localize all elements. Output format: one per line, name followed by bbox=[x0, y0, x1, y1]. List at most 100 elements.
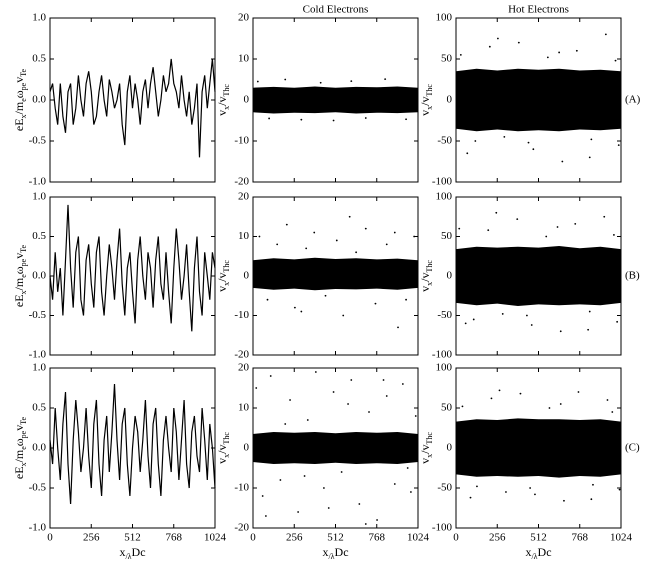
y-tick-label: 0 bbox=[447, 442, 453, 454]
y-tick-label: 50 bbox=[441, 230, 453, 242]
y-tick-label: 100 bbox=[436, 362, 453, 374]
particle bbox=[322, 487, 325, 489]
y-tick-label: 20 bbox=[238, 12, 250, 24]
particle-core bbox=[253, 257, 418, 291]
label-part: v bbox=[12, 425, 26, 431]
y-tick-label: 20 bbox=[238, 362, 250, 374]
particle bbox=[384, 78, 387, 80]
particle bbox=[258, 235, 261, 238]
particle bbox=[517, 41, 520, 44]
label-subscript: x bbox=[222, 106, 231, 110]
y-tick-label: 20 bbox=[238, 191, 250, 203]
particle bbox=[617, 144, 620, 147]
particle bbox=[587, 328, 590, 331]
label-subscript: Te bbox=[19, 68, 28, 76]
label-part: ω bbox=[12, 90, 26, 98]
particle bbox=[414, 415, 417, 417]
y-tick-label: 1.0 bbox=[32, 191, 46, 203]
particle bbox=[505, 491, 507, 493]
label-part: v bbox=[215, 458, 229, 464]
x-tick-label: 512 bbox=[530, 532, 547, 544]
label-subscript: pe bbox=[19, 82, 28, 90]
x-tick-label: 1024 bbox=[407, 532, 430, 544]
label-part: v bbox=[215, 110, 229, 116]
particle-core bbox=[456, 246, 621, 306]
particle bbox=[364, 523, 367, 525]
y-tick-label: -20 bbox=[234, 522, 249, 534]
particle bbox=[616, 320, 619, 323]
particle bbox=[368, 411, 370, 413]
particle bbox=[534, 493, 536, 496]
particle bbox=[332, 119, 335, 122]
particle bbox=[350, 80, 353, 83]
y-tick-label: 0 bbox=[447, 94, 453, 106]
label-subscript: Thc bbox=[222, 432, 231, 445]
label-part: /v bbox=[215, 273, 229, 282]
label-part: /v bbox=[215, 97, 229, 106]
label-part: ω bbox=[12, 266, 26, 274]
x-tick-label: 1024 bbox=[204, 532, 227, 544]
particle bbox=[393, 483, 396, 485]
particle bbox=[590, 138, 593, 141]
particle bbox=[256, 80, 259, 83]
label-part: v bbox=[418, 286, 432, 292]
particle bbox=[340, 471, 343, 473]
label-subscript: /λ bbox=[531, 552, 537, 561]
particle bbox=[364, 117, 367, 119]
particle bbox=[495, 211, 498, 214]
y-tick-label: -100 bbox=[432, 176, 453, 188]
particle bbox=[300, 310, 303, 313]
particle bbox=[577, 391, 580, 393]
particle bbox=[613, 234, 615, 236]
label-subscript: x bbox=[425, 454, 434, 458]
y-tick-label: -0.5 bbox=[29, 482, 47, 494]
particle bbox=[374, 302, 377, 305]
particle bbox=[469, 496, 472, 499]
label-part: eE bbox=[12, 118, 26, 131]
particle bbox=[614, 59, 617, 62]
y-tick-label: -20 bbox=[234, 349, 249, 361]
label-part: eE bbox=[12, 294, 26, 307]
x-tick-label: 256 bbox=[83, 532, 100, 544]
x-tick-label: 768 bbox=[166, 532, 183, 544]
particle bbox=[488, 45, 491, 48]
particle bbox=[532, 148, 535, 151]
particle bbox=[496, 37, 499, 40]
label-subscript: Te bbox=[19, 416, 28, 424]
y-tick-label: -0.5 bbox=[29, 309, 47, 321]
axis-label: eEx/meωpevTe bbox=[12, 416, 29, 479]
particle bbox=[466, 152, 469, 155]
label-part: x bbox=[322, 545, 328, 559]
particle bbox=[300, 118, 303, 121]
particle bbox=[269, 375, 272, 377]
label-part: Dc bbox=[132, 545, 146, 559]
y-tick-label: 10 bbox=[238, 53, 250, 65]
label-subscript: e bbox=[19, 274, 28, 278]
label-part: eE bbox=[12, 466, 26, 479]
label-subscript: Thc bbox=[425, 260, 434, 273]
particle bbox=[461, 405, 464, 408]
particle bbox=[313, 231, 316, 234]
particle bbox=[261, 495, 264, 497]
particle bbox=[410, 491, 412, 493]
particle bbox=[588, 156, 591, 159]
particle bbox=[472, 318, 475, 321]
particle bbox=[284, 78, 287, 81]
particle bbox=[314, 371, 317, 373]
label-subscript: x bbox=[19, 290, 28, 294]
particle-core bbox=[253, 432, 418, 464]
y-tick-label: -10 bbox=[234, 482, 249, 494]
particle bbox=[459, 54, 462, 56]
particle bbox=[546, 56, 549, 59]
y-tick-label: 0.0 bbox=[32, 442, 46, 454]
label-part: /v bbox=[418, 445, 432, 454]
axis-label: eEx/meωpevTe bbox=[12, 244, 29, 307]
particle bbox=[303, 475, 306, 477]
panel-annotation: (C) bbox=[625, 442, 640, 454]
axis-label: x/λDc bbox=[525, 545, 551, 562]
particle bbox=[503, 136, 506, 138]
y-tick-label: -1.0 bbox=[29, 522, 47, 534]
label-part: v bbox=[215, 286, 229, 292]
particle bbox=[590, 498, 593, 501]
particle bbox=[305, 247, 308, 250]
